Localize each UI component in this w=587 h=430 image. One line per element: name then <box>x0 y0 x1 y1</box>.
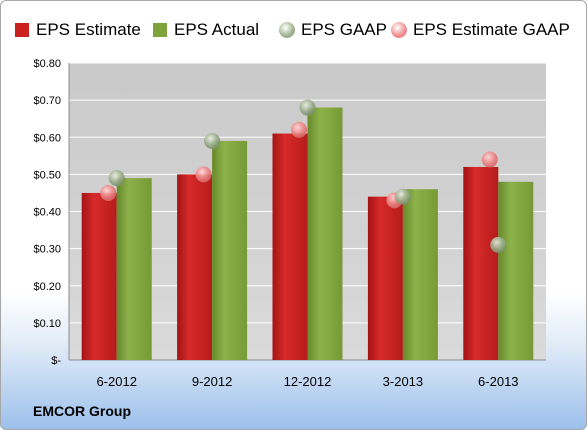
bar-eps-estimate <box>367 196 403 360</box>
legend-swatch <box>15 23 29 37</box>
bar-eps-actual <box>116 178 152 360</box>
y-tick-label: $0.70 <box>33 95 61 107</box>
legend-item-eps-actual: EPS Actual <box>153 20 259 40</box>
y-tick-label: $- <box>51 355 61 367</box>
point-eps-gaap <box>394 188 411 205</box>
bar-eps-actual <box>307 107 343 360</box>
y-tick-label: $0.30 <box>33 244 61 256</box>
bar-eps-actual <box>498 181 534 360</box>
point-eps-gaap <box>108 170 125 187</box>
legend-label: EPS Estimate GAAP <box>413 20 570 39</box>
point-eps-gaap <box>490 236 507 253</box>
y-tick-label: $0.50 <box>33 169 61 181</box>
bar-eps-estimate <box>272 133 308 360</box>
legend-item-eps-estimate-gaap: EPS Estimate GAAP <box>391 20 570 40</box>
company-name: EMCOR Group <box>33 403 131 419</box>
x-tick-label: 12-2012 <box>284 374 332 389</box>
point-eps-gaap <box>299 99 316 116</box>
y-tick-label: $0.10 <box>33 318 61 330</box>
legend-item-eps-gaap: EPS GAAP <box>279 20 387 40</box>
y-tick-label: $0.40 <box>33 207 61 219</box>
bar-eps-estimate <box>177 174 213 360</box>
point-eps-estimate-gaap <box>195 166 212 183</box>
legend-item-eps-estimate: EPS Estimate <box>15 20 141 40</box>
legend-label: EPS GAAP <box>301 20 387 39</box>
legend-swatch <box>279 22 295 38</box>
point-eps-estimate-gaap <box>481 151 498 168</box>
point-eps-estimate-gaap <box>100 184 117 201</box>
bar-eps-actual <box>402 189 438 360</box>
bar-eps-estimate <box>81 192 117 360</box>
bar-eps-actual <box>212 140 248 360</box>
legend-swatch <box>391 22 407 38</box>
legend-label: EPS Actual <box>174 20 260 39</box>
y-tick-label: $0.80 <box>33 58 61 70</box>
x-tick-label: 6-2013 <box>478 374 518 389</box>
y-tick-label: $0.60 <box>33 132 61 144</box>
x-tick-label: 6-2012 <box>96 374 136 389</box>
legend-label: EPS Estimate <box>36 20 141 39</box>
legend-swatch <box>153 23 167 37</box>
legend: EPS Estimate EPS Actual EPS GAAP EPS Estima… <box>1 17 586 43</box>
x-tick-label: 9-2012 <box>192 374 232 389</box>
x-tick-label: 3-2013 <box>383 374 423 389</box>
bar-eps-estimate <box>463 166 499 360</box>
point-eps-gaap <box>204 132 221 149</box>
y-tick-label: $0.20 <box>33 281 61 293</box>
point-eps-estimate-gaap <box>291 121 307 138</box>
